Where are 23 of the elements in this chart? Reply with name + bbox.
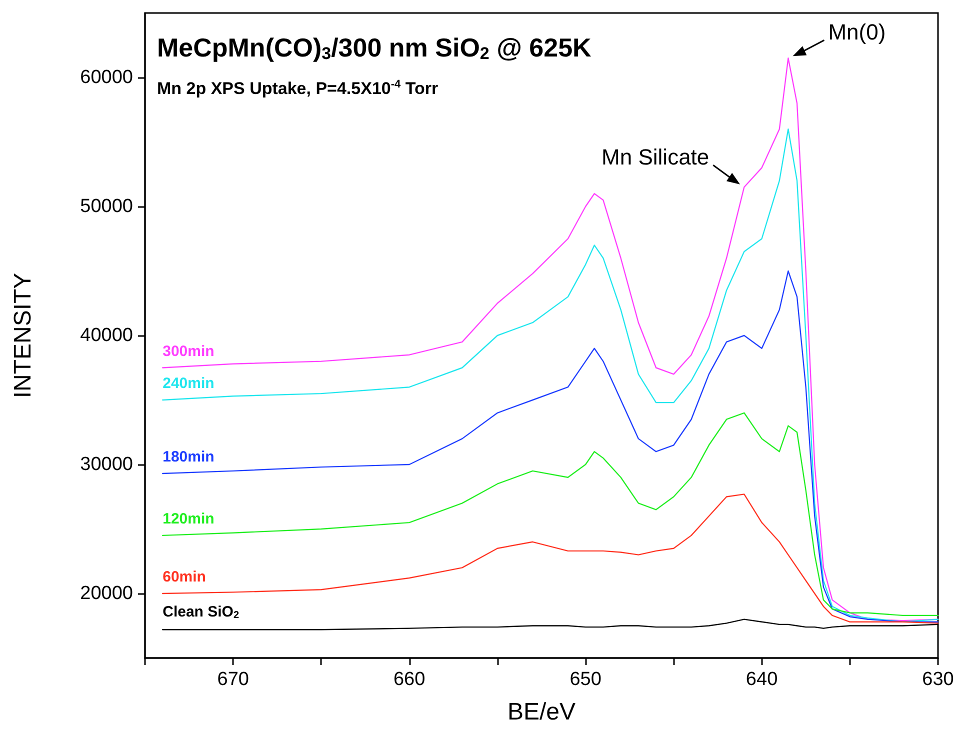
y-tick-label: 40000 xyxy=(80,325,133,346)
series-label: 300min xyxy=(162,342,214,360)
annotation: Mn(0) xyxy=(828,20,886,45)
line-series xyxy=(162,412,939,616)
x-tick-label: 670 xyxy=(217,669,249,690)
y-axis-title: INTENSITY xyxy=(10,272,36,398)
annotation: Mn Silicate xyxy=(602,144,710,170)
y-tick-label: 50000 xyxy=(80,196,133,217)
series-label: 60min xyxy=(162,568,206,586)
y-tick-label: 20000 xyxy=(80,583,133,604)
x-tick-label: 640 xyxy=(746,669,778,690)
y-tick-label: 60000 xyxy=(80,67,133,88)
x-axis-title: BE/eV xyxy=(507,698,576,726)
x-tick-label: 660 xyxy=(393,669,426,690)
text: MeCpMn(CO)3/300 nm SiO2 @ 625K xyxy=(157,32,592,63)
series-label: 240min xyxy=(162,375,214,392)
y-tick-label: 30000 xyxy=(80,454,133,475)
series-label: 180min xyxy=(162,448,214,466)
x-tick-label: 650 xyxy=(570,669,602,690)
series-label: 120min xyxy=(162,510,214,528)
line-series xyxy=(162,270,939,622)
x-tick-label: 630 xyxy=(922,669,954,690)
line-series xyxy=(162,494,939,624)
